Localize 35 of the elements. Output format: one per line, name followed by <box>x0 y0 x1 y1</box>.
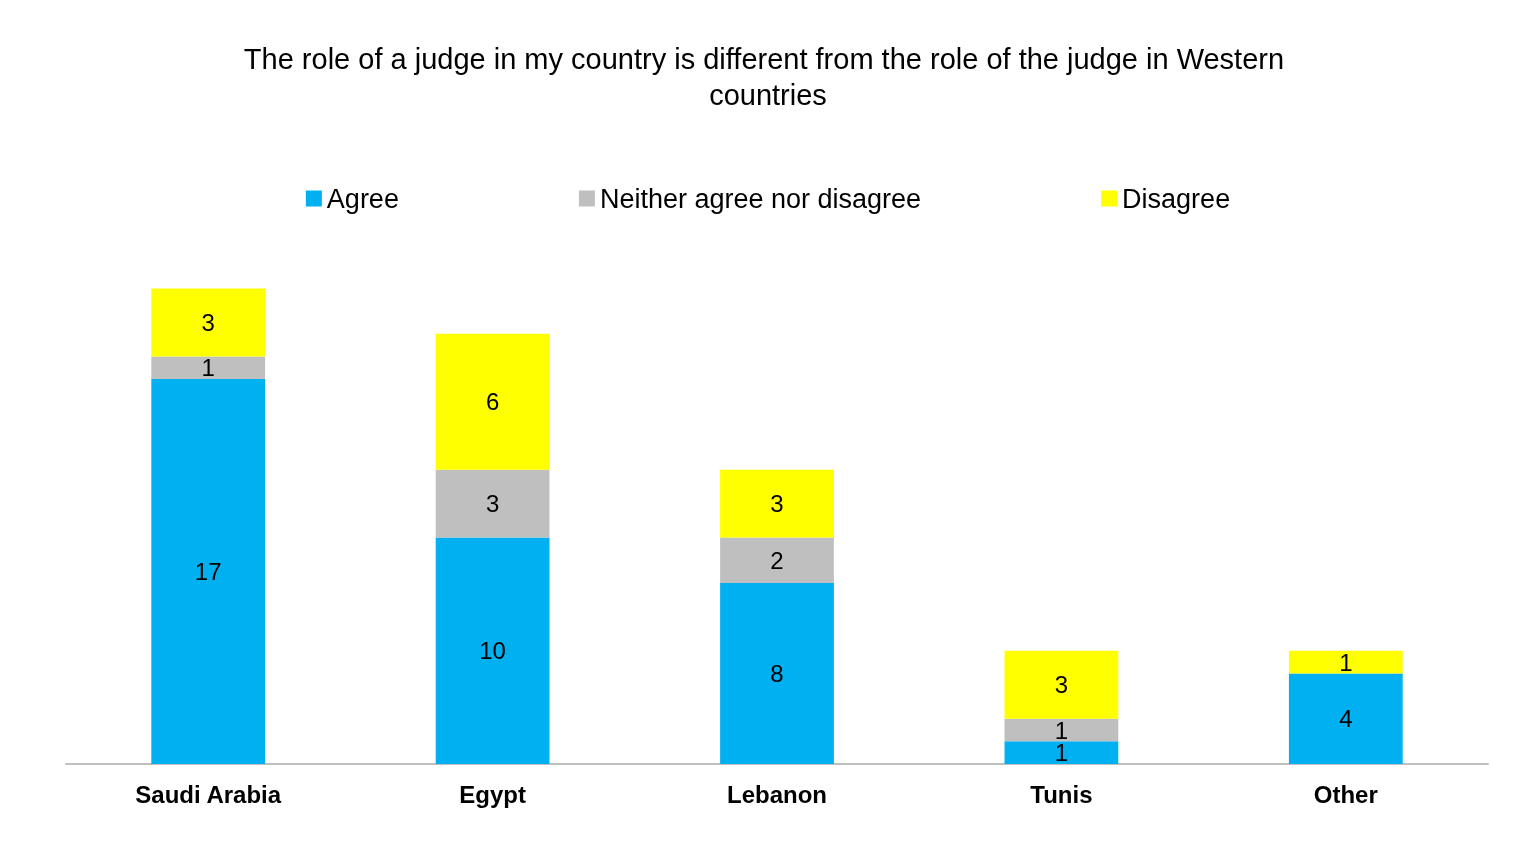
legend-label: Agree <box>326 183 399 214</box>
legend-label: Neither agree nor disagree <box>599 183 922 214</box>
data-label: 6 <box>485 388 500 416</box>
data-label: 1 <box>201 354 215 382</box>
bar <box>1288 673 1403 764</box>
data-label: 1 <box>1339 648 1353 676</box>
data-label: 3 <box>1054 671 1069 699</box>
bar <box>720 582 834 764</box>
data-label: 10 <box>479 637 506 665</box>
bar <box>720 537 834 583</box>
bar <box>151 288 266 357</box>
bar <box>720 469 834 538</box>
bar <box>1004 718 1119 742</box>
x-tick-label: Egypt <box>459 780 526 808</box>
data-label: 3 <box>201 309 215 337</box>
bar <box>435 333 550 470</box>
data-label: 17 <box>194 558 222 586</box>
bar <box>1004 741 1119 764</box>
x-tick-label: Other <box>1313 780 1378 808</box>
data-label: 2 <box>770 546 784 574</box>
bar <box>1288 650 1403 674</box>
data-label: 3 <box>485 490 500 518</box>
chart-title: The role of a judge in my country is different from the role of the judge in Western countries <box>243 43 1293 111</box>
bar <box>151 379 266 764</box>
x-tick-label: Tunis <box>1030 780 1093 808</box>
legend-label: Disagree <box>1122 183 1231 214</box>
bar <box>435 537 550 764</box>
bar <box>151 356 266 380</box>
data-label: 4 <box>1339 705 1353 733</box>
data-label: 8 <box>770 659 784 687</box>
x-tick-label: Saudi Arabia <box>135 780 282 808</box>
data-label: 3 <box>770 490 784 518</box>
bar <box>1004 650 1119 719</box>
bar <box>435 469 550 538</box>
x-tick-label: Lebanon <box>727 780 827 808</box>
